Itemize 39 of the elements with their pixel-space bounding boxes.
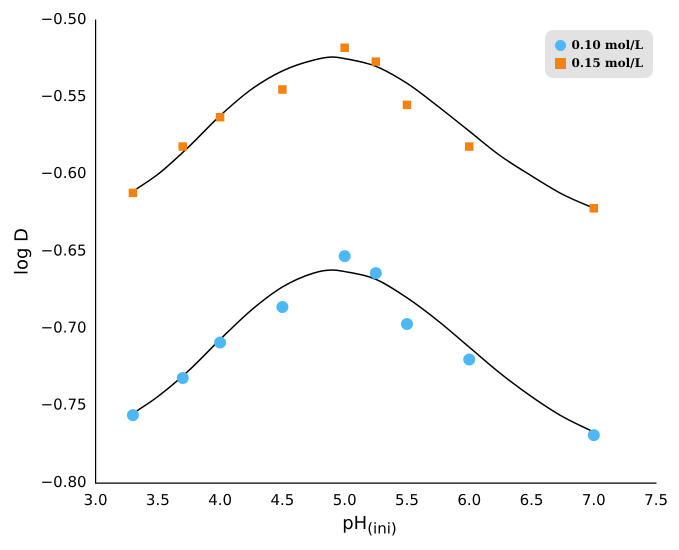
x-tick-label: 3.5 <box>146 490 170 509</box>
legend-label: 0.15 mol/L <box>572 55 643 72</box>
point <box>588 429 600 442</box>
y-tick-label: −0.65 <box>40 241 87 260</box>
point <box>464 142 474 151</box>
x-tick-label: 7.0 <box>582 490 606 509</box>
x-axis-title: pH$_{(ini)}$ <box>341 513 398 538</box>
point <box>176 372 189 384</box>
point <box>278 85 287 94</box>
point <box>372 57 380 66</box>
point <box>400 318 413 330</box>
x-tick-label: 7.5 <box>644 490 668 509</box>
point <box>178 142 187 151</box>
y-tick-label: −0.70 <box>40 318 87 337</box>
y-tick-label: −0.80 <box>40 472 87 491</box>
x-tick-label: 5.0 <box>332 490 357 509</box>
y-tick-label: −0.75 <box>40 396 87 414</box>
point <box>370 267 382 280</box>
point <box>590 204 598 213</box>
x-tick-label: 6.5 <box>520 490 544 509</box>
point <box>128 188 138 198</box>
x-tick-label: 4.0 <box>208 490 232 509</box>
x-tick-label: 3.0 <box>84 490 108 509</box>
y-tick-label: −0.50 <box>40 10 87 28</box>
point <box>402 100 412 110</box>
x-tick-label: 4.5 <box>270 490 294 509</box>
point <box>216 112 224 122</box>
legend-label: 0.10 mol/L <box>572 37 643 54</box>
y-tick-label: −0.60 <box>40 164 87 182</box>
y-axis-title: log D <box>11 228 32 276</box>
y-tick-label: −0.55 <box>40 87 87 106</box>
point <box>214 336 226 349</box>
x-tick-label: 6.0 <box>457 490 482 509</box>
point <box>126 409 139 422</box>
point <box>463 354 476 366</box>
point <box>338 250 351 262</box>
point <box>276 301 288 314</box>
point <box>340 44 349 52</box>
x-tick-label: 5.5 <box>395 490 419 509</box>
